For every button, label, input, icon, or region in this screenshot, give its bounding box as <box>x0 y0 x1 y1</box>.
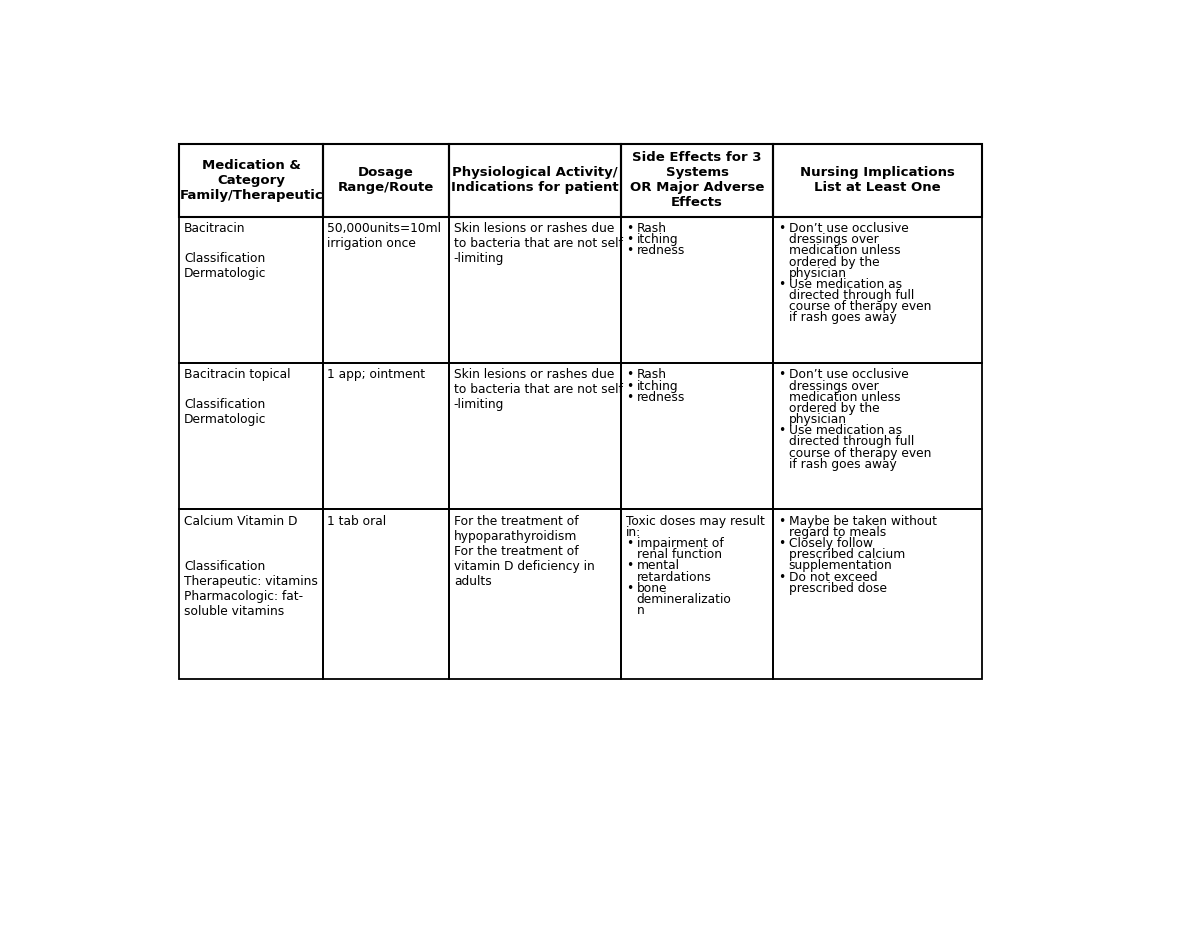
Bar <box>180 509 323 679</box>
Bar <box>180 217 323 363</box>
Text: supplementation: supplementation <box>788 559 893 572</box>
Text: 1 tab oral: 1 tab oral <box>328 514 386 527</box>
Text: Maybe be taken without: Maybe be taken without <box>788 514 937 527</box>
Text: medication unless: medication unless <box>788 391 900 404</box>
Text: Rash: Rash <box>637 222 667 235</box>
Text: medication unless: medication unless <box>788 245 900 258</box>
Text: ordered by the: ordered by the <box>788 256 880 269</box>
Text: Use medication as: Use medication as <box>788 278 901 291</box>
Text: 1 app; ointment: 1 app; ointment <box>328 368 426 381</box>
Text: •: • <box>626 391 634 404</box>
Text: Skin lesions or rashes due
to bacteria that are not self
-limiting: Skin lesions or rashes due to bacteria t… <box>454 368 623 412</box>
Text: demineralizatio: demineralizatio <box>637 593 732 606</box>
Bar <box>449 144 622 217</box>
Bar <box>449 363 622 509</box>
Text: if rash goes away: if rash goes away <box>788 458 896 471</box>
Text: Rash: Rash <box>637 368 667 381</box>
Bar <box>323 363 449 509</box>
Text: prescribed calcium: prescribed calcium <box>788 548 905 561</box>
Bar <box>323 217 449 363</box>
Text: •: • <box>626 537 634 550</box>
Bar <box>449 217 622 363</box>
Text: if rash goes away: if rash goes away <box>788 311 896 324</box>
Text: •: • <box>626 222 634 235</box>
Text: Nursing Implications
List at Least One: Nursing Implications List at Least One <box>800 166 955 194</box>
Text: •: • <box>626 379 634 393</box>
Text: Bacitracin topical

Classification
Dermatologic: Bacitracin topical Classification Dermat… <box>184 368 290 426</box>
Text: Do not exceed: Do not exceed <box>788 570 877 583</box>
Text: regard to meals: regard to meals <box>788 526 886 539</box>
Text: dressings over: dressings over <box>788 379 878 393</box>
Text: Don’t use occlusive: Don’t use occlusive <box>788 368 908 381</box>
Bar <box>323 144 449 217</box>
Text: Dosage
Range/Route: Dosage Range/Route <box>338 166 434 194</box>
Text: retardations: retardations <box>637 570 712 583</box>
Text: dressings over: dressings over <box>788 234 878 247</box>
Text: Physiological Activity/
Indications for patient: Physiological Activity/ Indications for … <box>451 166 619 194</box>
Text: ordered by the: ordered by the <box>788 402 880 415</box>
Text: •: • <box>778 278 785 291</box>
Text: Closely follow: Closely follow <box>788 537 872 550</box>
Text: •: • <box>626 234 634 247</box>
Text: •: • <box>626 368 634 381</box>
Text: Medication &
Category
Family/Therapeutic: Medication & Category Family/Therapeutic <box>179 159 323 202</box>
Text: bone: bone <box>637 582 667 595</box>
Text: 50,000units=10ml
irrigation once: 50,000units=10ml irrigation once <box>328 222 442 250</box>
Bar <box>622 217 773 363</box>
Text: mental: mental <box>637 559 679 572</box>
Text: Side Effects for 3
Systems
OR Major Adverse
Effects: Side Effects for 3 Systems OR Major Adve… <box>630 151 764 210</box>
Text: physician: physician <box>788 267 847 280</box>
Text: Skin lesions or rashes due
to bacteria that are not self
-limiting: Skin lesions or rashes due to bacteria t… <box>454 222 623 265</box>
Text: Don’t use occlusive: Don’t use occlusive <box>788 222 908 235</box>
Text: •: • <box>626 245 634 258</box>
Text: •: • <box>626 559 634 572</box>
Text: redness: redness <box>637 391 685 404</box>
Text: Use medication as: Use medication as <box>788 425 901 438</box>
Text: n: n <box>637 604 644 617</box>
Text: course of therapy even: course of therapy even <box>788 300 931 313</box>
Bar <box>180 363 323 509</box>
Text: Bacitracin

Classification
Dermatologic: Bacitracin Classification Dermatologic <box>184 222 266 280</box>
Bar <box>622 144 773 217</box>
Text: itching: itching <box>637 379 678 393</box>
Text: Toxic doses may result: Toxic doses may result <box>626 514 764 527</box>
Bar <box>773 363 982 509</box>
Text: physician: physician <box>788 413 847 426</box>
Text: For the treatment of
hypoparathyroidism
For the treatment of
vitamin D deficienc: For the treatment of hypoparathyroidism … <box>454 514 594 588</box>
Text: •: • <box>626 582 634 595</box>
Text: redness: redness <box>637 245 685 258</box>
Text: •: • <box>778 368 785 381</box>
Text: directed through full: directed through full <box>788 289 914 302</box>
Text: Calcium Vitamin D


Classification
Therapeutic: vitamins
Pharmacologic: fat-
sol: Calcium Vitamin D Classification Therape… <box>184 514 318 617</box>
Text: •: • <box>778 537 785 550</box>
Text: itching: itching <box>637 234 678 247</box>
Text: directed through full: directed through full <box>788 436 914 449</box>
Bar <box>773 509 982 679</box>
Text: •: • <box>778 514 785 527</box>
Text: renal function: renal function <box>637 548 721 561</box>
Text: in:: in: <box>626 526 641 539</box>
Bar <box>773 144 982 217</box>
Text: •: • <box>778 222 785 235</box>
Bar <box>180 144 323 217</box>
Text: •: • <box>778 570 785 583</box>
Text: impairment of: impairment of <box>637 537 724 550</box>
Bar <box>622 509 773 679</box>
Bar <box>622 363 773 509</box>
Bar <box>323 509 449 679</box>
Bar <box>449 509 622 679</box>
Text: prescribed dose: prescribed dose <box>788 582 887 595</box>
Text: •: • <box>778 425 785 438</box>
Bar <box>773 217 982 363</box>
Text: course of therapy even: course of therapy even <box>788 447 931 460</box>
